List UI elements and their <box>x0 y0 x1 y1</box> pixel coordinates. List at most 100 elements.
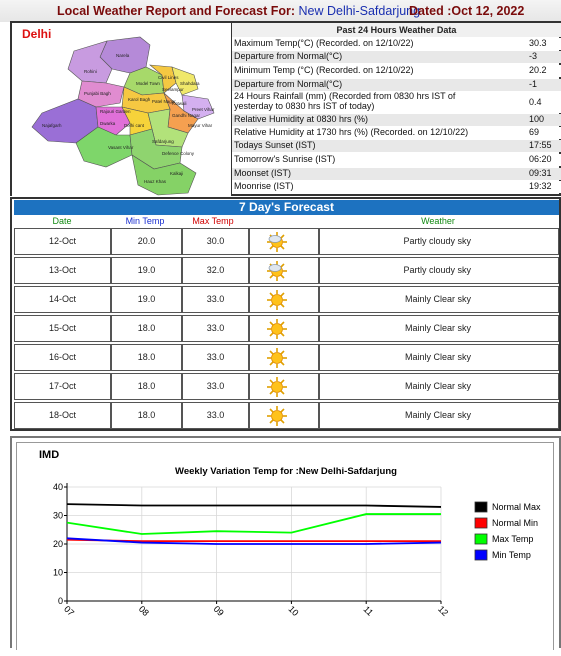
svg-text:Karol Bagh: Karol Bagh <box>128 97 151 102</box>
svg-text:Defence Colony: Defence Colony <box>162 151 195 156</box>
forecast-date: 17-Oct <box>14 373 111 400</box>
clear-sky-icon <box>267 406 287 426</box>
past-row: Relative Humidity at 1730 hrs (%) (Recor… <box>232 127 561 139</box>
past-row: Relative Humidity at 0830 hrs (%) 100 <box>232 114 561 126</box>
report-title: Local Weather Report and Forecast For: N… <box>57 0 420 22</box>
forecast-icon-cell <box>249 257 319 284</box>
past-row-label: 24 Hours Rainfall (mm) (Recorded from 08… <box>234 91 456 111</box>
partly-cloudy-icon <box>267 261 287 281</box>
col-header-max-temp: Max Temp <box>192 216 234 226</box>
past-row-label: Relative Humidity at 0830 hrs (%) <box>234 114 369 124</box>
y-tick-label: 20 <box>53 539 63 549</box>
past-row-label: Tomorrow's Sunrise (IST) <box>234 154 336 164</box>
svg-text:Kalkaji: Kalkaji <box>170 171 183 176</box>
forecast-date: 14-Oct <box>14 286 111 313</box>
past-row-value: -1 <box>529 79 538 89</box>
past-row-label: Moonrise (IST) <box>234 181 294 191</box>
past-row-label: Relative Humidity at 1730 hrs (%) (Recor… <box>234 127 469 137</box>
past-row-value: 17:55 <box>529 140 552 150</box>
forecast-min-temp: 19.0 <box>111 286 182 313</box>
report-header: Local Weather Report and Forecast For: N… <box>0 0 561 22</box>
forecast-row: 12-Oct 20.0 30.0 Partly cloudy sky <box>14 228 559 255</box>
x-tick-label: 10 <box>286 604 300 618</box>
series-line-normal-min <box>66 538 441 543</box>
forecast-max-temp: 32.0 <box>182 257 249 284</box>
forecast-max-temp: 33.0 <box>182 286 249 313</box>
past-row-value: 06:20 <box>529 154 552 164</box>
forecast-max-temp: 33.0 <box>182 402 249 429</box>
forecast-icon-cell <box>249 286 319 313</box>
past-row: Todays Sunset (IST) 17:55 <box>232 140 561 152</box>
past-row-label: Departure from Normal(°C) <box>234 51 343 61</box>
svg-text:Punjabi Bagh: Punjabi Bagh <box>84 91 111 96</box>
clear-sky-icon <box>267 348 287 368</box>
forecast-icon-cell <box>249 402 319 429</box>
legend-label: Normal Max <box>492 502 541 512</box>
forecast-date: 13-Oct <box>14 257 111 284</box>
svg-text:Safdarjung: Safdarjung <box>152 139 174 144</box>
chart-title: Weekly Variation Temp for :New Delhi-Saf… <box>175 466 397 477</box>
forecast-max-temp: 33.0 <box>182 373 249 400</box>
col-header-weather: Weather <box>421 216 455 226</box>
forecast-max-temp: 33.0 <box>182 344 249 371</box>
past-row: Maximum Temp(°C) (Recorded. on 12/10/22)… <box>232 38 561 50</box>
svg-text:Rohini: Rohini <box>84 69 97 74</box>
forecast-min-temp: 18.0 <box>111 344 182 371</box>
x-tick-label: 12 <box>436 604 450 618</box>
y-tick-label: 40 <box>53 482 63 492</box>
forecast-date: 18-Oct <box>14 402 111 429</box>
clear-sky-icon <box>267 377 287 397</box>
legend-label: Min Temp <box>492 550 531 560</box>
forecast-max-temp: 30.0 <box>182 228 249 255</box>
past-row: Departure from Normal(°C) -1 <box>232 79 561 91</box>
temp-line-chart: IMD Weekly Variation Temp for :New Delhi… <box>39 449 541 618</box>
map-region-label: Delhi <box>22 27 52 41</box>
past-24h-table: Past 24 Hours Weather Data Maximum Temp(… <box>232 23 561 196</box>
past-row-value: 09:31 <box>529 168 552 178</box>
series-line-max-temp <box>66 513 441 535</box>
forecast-min-temp: 20.0 <box>111 228 182 255</box>
series-line-min-temp <box>66 537 442 545</box>
clear-sky-icon <box>267 319 287 339</box>
forecast-weather: Mainly Clear sky <box>319 402 559 429</box>
forecast-min-temp: 18.0 <box>111 373 182 400</box>
legend-swatch <box>474 517 488 529</box>
svg-text:Gandhi Nagar: Gandhi Nagar <box>172 113 201 118</box>
past-row-label: Moonset (IST) <box>234 168 292 178</box>
past-row-value: 69 <box>529 127 540 137</box>
forecast-min-temp: 18.0 <box>111 402 182 429</box>
svg-text:Preet Vihar: Preet Vihar <box>192 107 215 112</box>
forecast-weather: Mainly Clear sky <box>319 286 559 313</box>
svg-text:Shahdara: Shahdara <box>180 81 200 86</box>
forecast-max-temp: 33.0 <box>182 315 249 342</box>
col-header-date: Date <box>52 216 72 226</box>
forecast-weather: Partly cloudy sky <box>319 257 559 284</box>
svg-text:Kotwali: Kotwali <box>172 101 187 106</box>
svg-text:Model Town: Model Town <box>136 81 160 86</box>
past-row: Tomorrow's Sunrise (IST) 06:20 <box>232 154 561 166</box>
forecast-icon-cell <box>249 344 319 371</box>
x-tick-label: 07 <box>62 604 76 618</box>
past-row: Departure from Normal(°C) -3 <box>232 51 561 63</box>
seven-day-forecast: 7 Day's Forecast Date Min Temp Max Temp … <box>10 197 561 431</box>
forecast-weather: Mainly Clear sky <box>319 373 559 400</box>
forecast-min-temp: 19.0 <box>111 257 182 284</box>
legend-label: Normal Min <box>492 518 538 528</box>
forecast-min-temp: 18.0 <box>111 315 182 342</box>
report-date: Dated :Oct 12, 2022 <box>409 4 525 18</box>
forecast-date: 16-Oct <box>14 344 111 371</box>
x-tick-label: 08 <box>137 604 151 618</box>
svg-text:Delhi cant: Delhi cant <box>124 123 145 128</box>
forecast-row: 18-Oct 18.0 33.0 Mainly Clear sky <box>14 402 559 429</box>
forecast-icon-cell <box>249 228 319 255</box>
past-row-value: 19:32 <box>529 181 552 191</box>
svg-text:Civil Lines: Civil Lines <box>158 75 179 80</box>
past-row-value: 30.3 <box>529 38 547 48</box>
past-row-value: 100 <box>529 114 545 124</box>
forecast-row: 16-Oct 18.0 33.0 Mainly Clear sky <box>14 344 559 371</box>
svg-text:Patel Nagar: Patel Nagar <box>152 99 176 104</box>
col-header-min-temp: Min Temp <box>125 216 165 226</box>
svg-text:Seelampur: Seelampur <box>162 87 184 92</box>
x-tick-label: 11 <box>361 604 375 618</box>
